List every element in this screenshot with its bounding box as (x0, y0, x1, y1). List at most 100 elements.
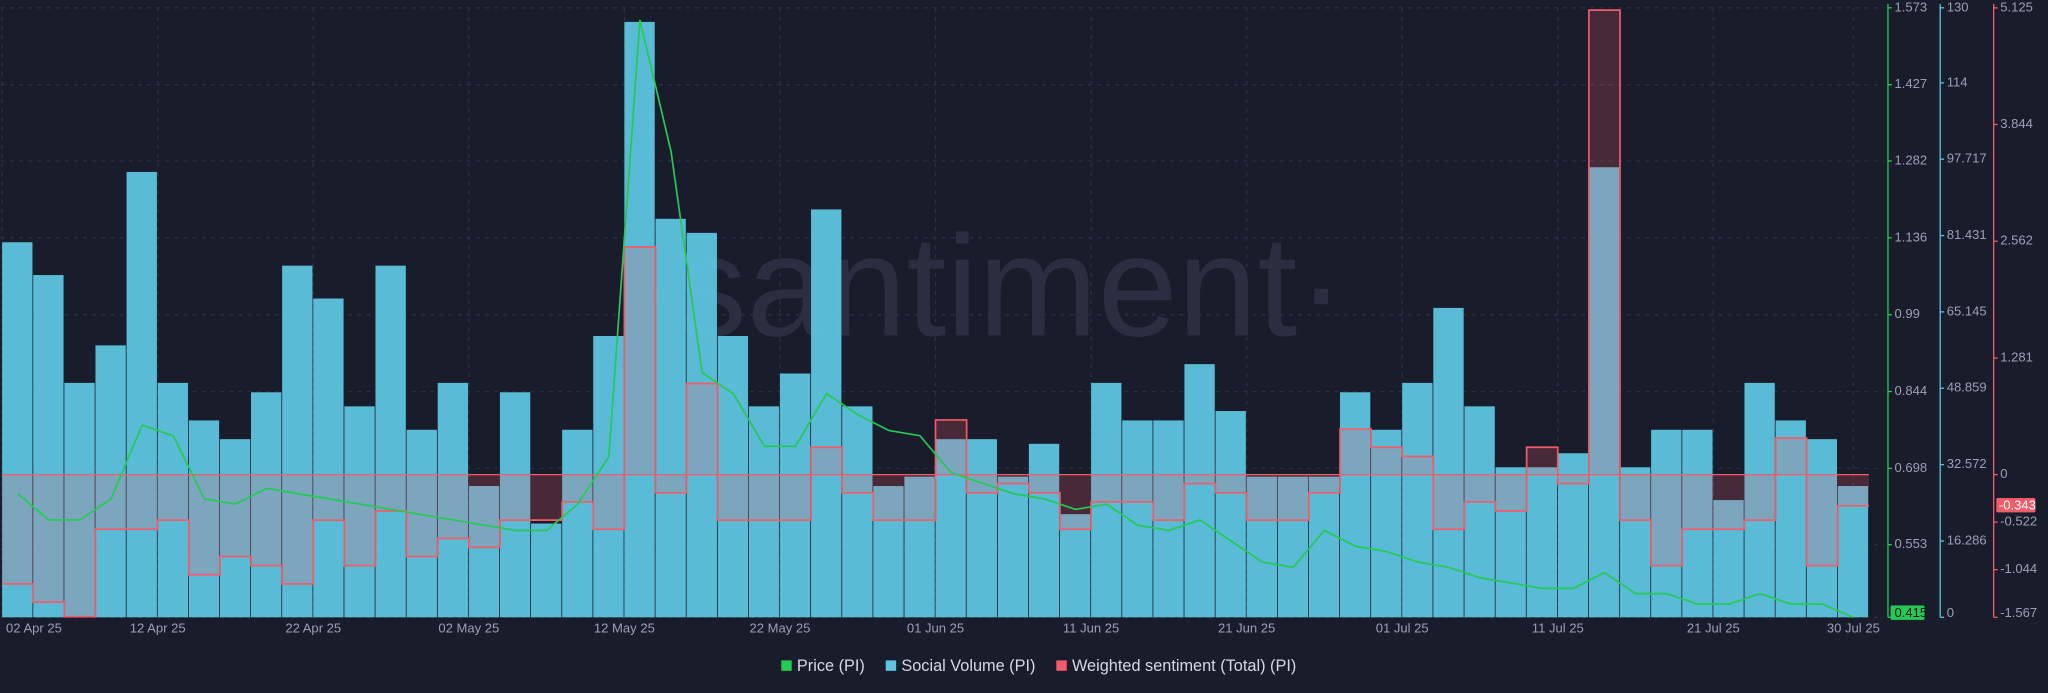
y-tick-label: 1.136 (1894, 229, 1927, 244)
bar (1557, 453, 1589, 618)
y-tick-label: 0.99 (1894, 306, 1919, 321)
bar (1744, 382, 1775, 618)
bar (406, 429, 437, 618)
bar (811, 209, 842, 618)
bar (437, 382, 469, 618)
bar (344, 406, 375, 618)
bar (33, 275, 64, 618)
x-tick-label: 11 Jul 25 (1532, 621, 1584, 636)
y-tick-label: 130 (1947, 0, 1969, 14)
value-badge (1996, 497, 2036, 513)
y-tick-label: 114 (1947, 74, 1968, 89)
bar (873, 486, 904, 618)
bar (779, 373, 811, 618)
value-badge-label: -0.343 (1999, 497, 2036, 512)
bar (1246, 476, 1277, 618)
bar (2, 242, 33, 618)
y-tick-label: 3.844 (2000, 116, 2033, 131)
bar (593, 336, 624, 618)
y-tick-label: 81.431 (1947, 227, 1987, 242)
y-tick-label: 65.145 (1947, 303, 1987, 318)
bar (717, 336, 749, 618)
bar (251, 392, 282, 618)
x-tick-label: 12 Apr 25 (130, 621, 186, 636)
y-tick-label: 0.844 (1894, 383, 1927, 398)
bar (1028, 443, 1060, 618)
legend-swatch (781, 660, 792, 671)
y-tick-label: 1.573 (1894, 0, 1927, 14)
legend-swatch (885, 660, 897, 671)
y-tick-label: -0.522 (2000, 514, 2037, 529)
bar (219, 439, 251, 618)
x-tick-label: 21 Jun 25 (1218, 621, 1275, 636)
bar (1775, 420, 1806, 618)
y-tick-label: 97.717 (1947, 151, 1987, 166)
x-tick-label: 12 May 25 (594, 621, 655, 636)
value-badge (1890, 605, 1925, 620)
bar (126, 171, 157, 618)
bar (562, 429, 593, 618)
bar (1588, 167, 1620, 618)
y-tick-label: 0 (2000, 466, 2007, 481)
x-tick-label: 02 May 25 (438, 621, 499, 636)
legend-label: Weighted sentiment (Total) (PI) (1072, 657, 1296, 675)
y-tick-label: 1.427 (1894, 76, 1927, 91)
x-tick-label: 01 Jul 25 (1376, 621, 1429, 636)
bar (904, 476, 935, 618)
bar (1620, 467, 1651, 618)
y-tick-label: 16.286 (1947, 532, 1987, 547)
bar (1464, 406, 1495, 618)
bar (842, 406, 873, 618)
bar (1122, 420, 1153, 618)
y-tick-label: -1.567 (2000, 605, 2037, 620)
bar (1308, 476, 1340, 618)
bar (1184, 364, 1215, 618)
bar (313, 298, 344, 618)
bar (1371, 429, 1402, 618)
bar (1277, 476, 1309, 618)
bar (1526, 467, 1557, 618)
x-tick-label: 21 Jul 25 (1687, 621, 1740, 636)
y-tick-label: 32.572 (1947, 456, 1987, 471)
bar (1153, 420, 1184, 618)
x-tick-label: 01 Jun 25 (907, 621, 964, 636)
y-tick-label: 0 (1947, 605, 1954, 620)
bar (1059, 514, 1091, 618)
x-tick-label: 11 Jun 25 (1063, 621, 1119, 636)
bar (1806, 439, 1838, 618)
bar (95, 345, 126, 618)
bar (1215, 411, 1246, 618)
bar (624, 21, 655, 618)
x-tick-label: 30 Jul 25 (1827, 621, 1880, 636)
bar (499, 392, 531, 618)
bar (64, 382, 95, 618)
bar (935, 439, 966, 618)
bar (655, 218, 686, 618)
bar (997, 476, 1029, 618)
bar (1091, 382, 1122, 618)
price-line (17, 19, 1854, 619)
x-tick-label: 02 Apr 25 (6, 621, 62, 636)
y-tick-label: 0.698 (1894, 460, 1927, 475)
y-tick-label: 1.282 (1894, 152, 1927, 167)
y-tick-label: 2.562 (2000, 233, 2033, 248)
y-tick-label: -1.044 (2000, 561, 2037, 576)
bar (1651, 429, 1682, 618)
bar (748, 406, 780, 618)
bar (966, 439, 997, 618)
bar (1713, 500, 1744, 618)
bar (468, 486, 500, 618)
bar (1837, 486, 1869, 618)
bar (1402, 382, 1433, 618)
sentiment-area (2, 10, 1869, 617)
legend-label: Social Volume (PI) (901, 657, 1035, 675)
sentiment-line (2, 9, 1869, 618)
x-tick-label: 22 Apr 25 (285, 621, 341, 636)
bar (1339, 392, 1371, 618)
x-tick-label: 22 May 25 (749, 621, 810, 636)
legend-label: Price (PI) (797, 657, 865, 675)
y-tick-label: 48.859 (1947, 380, 1987, 395)
bar (375, 265, 406, 618)
bar (188, 420, 220, 618)
